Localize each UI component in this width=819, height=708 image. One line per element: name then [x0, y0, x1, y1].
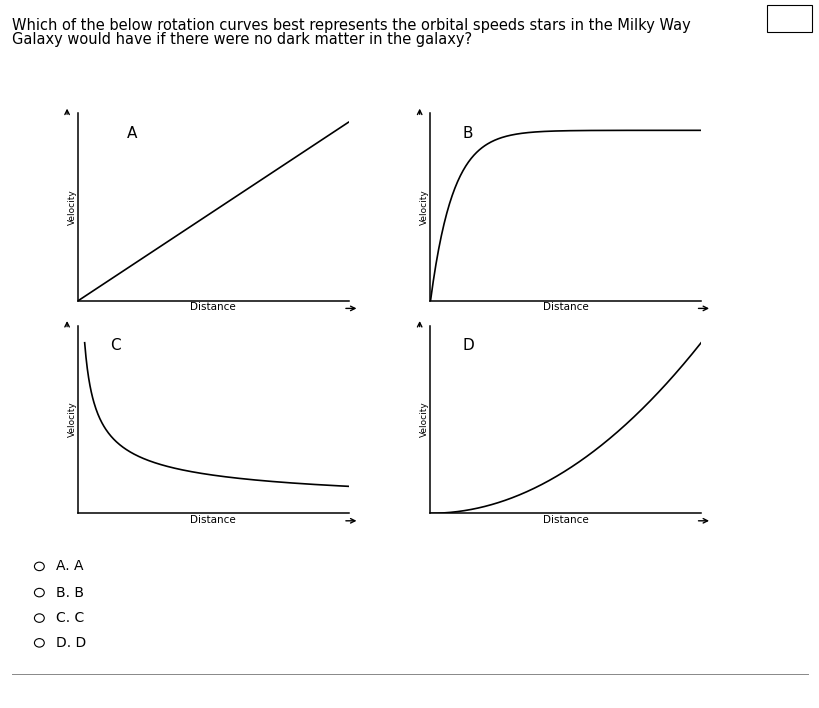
Y-axis label: Velocity: Velocity: [419, 401, 428, 438]
X-axis label: Distance: Distance: [542, 515, 588, 525]
Y-axis label: Velocity: Velocity: [67, 189, 76, 225]
Y-axis label: Velocity: Velocity: [419, 189, 428, 225]
Text: D: D: [463, 338, 474, 353]
Text: A. A: A. A: [56, 559, 84, 573]
Text: C. C: C. C: [56, 611, 84, 625]
Text: Galaxy would have if there were no dark matter in the galaxy?: Galaxy would have if there were no dark …: [12, 32, 472, 47]
Y-axis label: Velocity: Velocity: [67, 401, 76, 438]
Text: B. B: B. B: [56, 586, 84, 600]
Text: B: B: [463, 126, 473, 141]
X-axis label: Distance: Distance: [190, 515, 236, 525]
Text: C: C: [111, 338, 121, 353]
Text: A: A: [126, 126, 137, 141]
X-axis label: Distance: Distance: [190, 302, 236, 312]
X-axis label: Distance: Distance: [542, 302, 588, 312]
Text: D. D: D. D: [56, 636, 86, 650]
Text: Which of the below rotation curves best represents the orbital speeds stars in t: Which of the below rotation curves best …: [12, 18, 690, 33]
